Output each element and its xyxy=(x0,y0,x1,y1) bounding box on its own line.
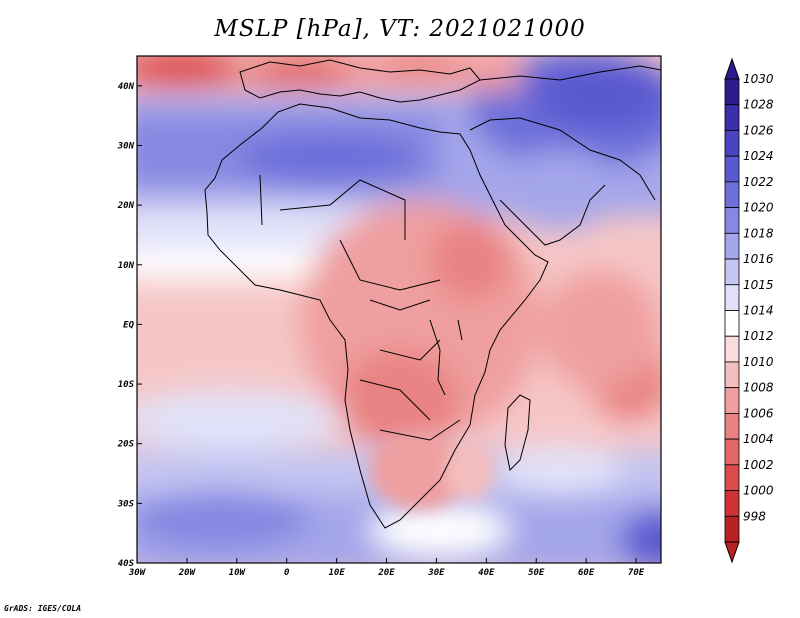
colorbar-swatch xyxy=(724,207,740,234)
latitude-axis-labels: 40N 30N 20N 10N EQ 10S 20S 30S 40S xyxy=(117,82,135,569)
colorbar-swatch xyxy=(724,232,740,260)
colorbar-label: 1014 xyxy=(743,304,774,318)
colorbar-label: 1008 xyxy=(743,381,774,395)
lat-label: 40N xyxy=(118,82,135,92)
colorbar-label: 1020 xyxy=(743,201,774,215)
colorbar-label: 1024 xyxy=(743,149,774,163)
colorbar-label: 1002 xyxy=(743,458,774,472)
colorbar-bottom-arrow xyxy=(724,541,740,564)
lat-label: 10S xyxy=(118,380,135,390)
lon-label: 20E xyxy=(377,568,395,578)
pressure-field xyxy=(137,56,661,563)
longitude-axis-labels: 30W 20W 10W 0 10E 20E 30E 40E 50E 60E 70E xyxy=(128,568,645,578)
lon-label: 30E xyxy=(427,568,445,578)
colorbar-swatch xyxy=(724,130,740,157)
colorbar-swatch xyxy=(724,438,740,466)
colorbar-swatch xyxy=(724,335,740,363)
colorbar-swatch xyxy=(724,78,740,106)
colorbar-label: 1010 xyxy=(743,355,774,369)
colorbar-swatch xyxy=(724,490,740,517)
lat-label: EQ xyxy=(123,320,134,330)
colorbar-label: 1006 xyxy=(743,406,774,420)
lon-label: 30W xyxy=(128,568,147,578)
colorbar-swatch xyxy=(724,258,740,286)
lat-label: 20S xyxy=(117,440,135,450)
colorbar: 1030 1028 1026 1024 1022 1020 1018 1016 1015 1014… xyxy=(724,57,774,564)
coastlines xyxy=(204,59,661,529)
colorbar-swatch xyxy=(724,412,740,440)
colorbar-swatch xyxy=(724,181,740,209)
lon-label: 50E xyxy=(528,568,545,578)
colorbar-label: 1030 xyxy=(743,72,774,86)
colorbar-swatch xyxy=(724,310,740,337)
colorbar-label: 1012 xyxy=(743,329,774,343)
grads-credit: GrADS: IGES/COLA xyxy=(4,604,82,613)
colorbar-swatch xyxy=(724,387,740,414)
colorbar-swatch xyxy=(724,464,740,491)
colorbar-swatch xyxy=(724,515,740,543)
map-title: MSLP [hPa], VT: 2021021000 xyxy=(214,16,586,42)
colorbar-label: 1028 xyxy=(743,98,774,112)
colorbar-label: 1015 xyxy=(743,278,774,292)
lat-label: 40S xyxy=(118,559,135,569)
lon-label: 20W xyxy=(178,568,197,578)
lat-label: 30S xyxy=(117,499,135,509)
colorbar-label: 1022 xyxy=(743,175,774,189)
colorbar-swatch xyxy=(724,104,740,131)
colorbar-swatch xyxy=(724,284,740,311)
colorbar-label: 1018 xyxy=(743,226,774,240)
lon-label: 10E xyxy=(328,568,345,578)
colorbar-label: 998 xyxy=(743,509,766,523)
colorbar-label: 1004 xyxy=(743,432,774,446)
lon-label: 40E xyxy=(478,568,495,578)
plot-frame xyxy=(136,55,662,564)
colorbar-label: 1000 xyxy=(743,484,774,498)
lon-label: 60E xyxy=(578,568,595,578)
lon-label: 0 xyxy=(284,568,290,578)
axis-ticks xyxy=(136,85,637,564)
lat-label: 30N xyxy=(117,141,135,151)
colorbar-swatch xyxy=(724,155,740,183)
colorbar-label: 1026 xyxy=(743,123,774,137)
lon-label: 70E xyxy=(628,568,645,578)
lat-label: 10N xyxy=(118,261,135,271)
lon-label: 10W xyxy=(229,568,247,578)
colorbar-swatch xyxy=(724,361,740,389)
colorbar-top-arrow xyxy=(724,57,740,80)
colorbar-label: 1016 xyxy=(743,252,774,266)
lat-label: 20N xyxy=(117,201,135,211)
